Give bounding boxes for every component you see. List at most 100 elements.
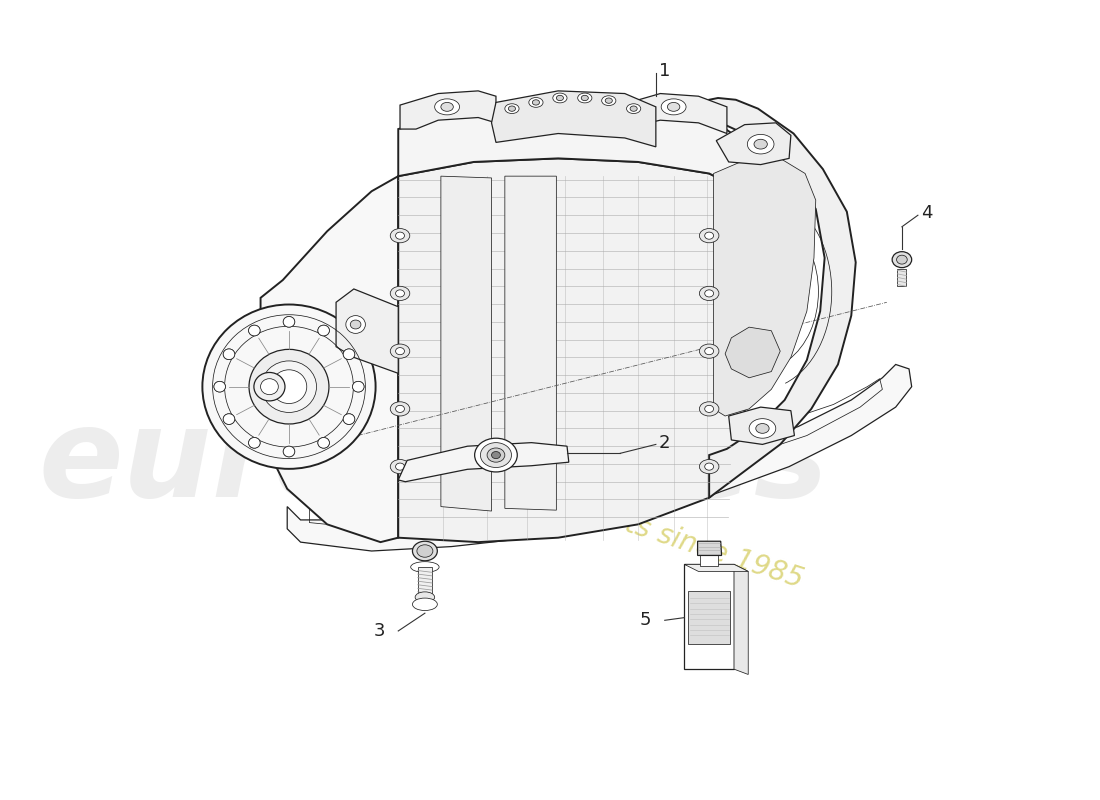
Ellipse shape <box>705 406 714 413</box>
Ellipse shape <box>756 423 769 434</box>
Polygon shape <box>398 442 569 482</box>
Ellipse shape <box>262 361 317 413</box>
Ellipse shape <box>318 438 329 448</box>
Ellipse shape <box>627 104 641 114</box>
Ellipse shape <box>318 325 329 336</box>
Ellipse shape <box>223 349 234 359</box>
Ellipse shape <box>578 93 592 103</box>
Ellipse shape <box>318 438 329 448</box>
Polygon shape <box>505 176 557 510</box>
Polygon shape <box>620 94 727 134</box>
Polygon shape <box>714 158 816 416</box>
Ellipse shape <box>700 402 719 416</box>
Ellipse shape <box>390 344 410 358</box>
Polygon shape <box>684 564 734 669</box>
Ellipse shape <box>705 290 714 297</box>
Text: 4: 4 <box>921 205 932 222</box>
Ellipse shape <box>283 317 295 327</box>
Polygon shape <box>684 564 748 571</box>
Text: 5: 5 <box>640 611 651 630</box>
Ellipse shape <box>396 406 405 413</box>
Ellipse shape <box>581 95 589 101</box>
Ellipse shape <box>283 446 295 457</box>
Ellipse shape <box>700 286 719 301</box>
Ellipse shape <box>343 414 355 425</box>
Ellipse shape <box>318 325 329 336</box>
Ellipse shape <box>390 229 410 242</box>
Ellipse shape <box>630 106 637 111</box>
Ellipse shape <box>396 232 405 239</box>
Ellipse shape <box>553 93 566 103</box>
Ellipse shape <box>529 98 543 107</box>
Ellipse shape <box>705 232 714 239</box>
Ellipse shape <box>557 95 563 101</box>
Polygon shape <box>734 564 748 674</box>
Ellipse shape <box>605 98 613 103</box>
Ellipse shape <box>417 545 433 558</box>
Ellipse shape <box>390 402 410 416</box>
Ellipse shape <box>532 100 539 105</box>
Ellipse shape <box>410 562 439 572</box>
Polygon shape <box>716 123 791 165</box>
Ellipse shape <box>213 382 226 392</box>
Ellipse shape <box>492 451 500 458</box>
Ellipse shape <box>350 320 361 329</box>
Polygon shape <box>418 567 432 595</box>
Polygon shape <box>492 91 656 147</box>
Ellipse shape <box>345 316 365 334</box>
Ellipse shape <box>412 598 438 610</box>
Ellipse shape <box>415 592 434 602</box>
Ellipse shape <box>254 373 285 401</box>
Ellipse shape <box>508 106 516 111</box>
Ellipse shape <box>700 344 719 358</box>
Polygon shape <box>441 176 492 511</box>
Polygon shape <box>697 542 722 555</box>
Ellipse shape <box>213 382 226 392</box>
Text: 2: 2 <box>659 434 670 452</box>
Polygon shape <box>287 365 912 551</box>
Polygon shape <box>728 407 794 445</box>
Ellipse shape <box>249 325 260 336</box>
Ellipse shape <box>352 382 364 392</box>
Ellipse shape <box>602 96 616 106</box>
Polygon shape <box>701 554 718 566</box>
Ellipse shape <box>223 414 234 425</box>
Polygon shape <box>398 102 745 191</box>
Ellipse shape <box>661 99 686 115</box>
Ellipse shape <box>396 290 405 297</box>
Ellipse shape <box>343 349 355 359</box>
Ellipse shape <box>892 252 912 268</box>
Ellipse shape <box>747 134 774 154</box>
Text: 3: 3 <box>373 622 385 640</box>
Ellipse shape <box>396 463 405 470</box>
Polygon shape <box>688 591 730 644</box>
Ellipse shape <box>434 99 460 115</box>
Polygon shape <box>398 158 745 542</box>
Ellipse shape <box>705 463 714 470</box>
Polygon shape <box>898 269 906 286</box>
Text: eurospares: eurospares <box>39 402 829 522</box>
Ellipse shape <box>487 448 505 462</box>
Polygon shape <box>400 91 496 129</box>
Text: 1: 1 <box>659 62 670 80</box>
Ellipse shape <box>396 347 405 354</box>
Ellipse shape <box>896 255 907 264</box>
Ellipse shape <box>249 350 329 424</box>
Ellipse shape <box>272 370 307 403</box>
Ellipse shape <box>474 438 517 472</box>
Ellipse shape <box>283 446 295 457</box>
Ellipse shape <box>390 286 410 301</box>
Ellipse shape <box>343 414 355 425</box>
Polygon shape <box>725 327 780 378</box>
Ellipse shape <box>261 378 278 394</box>
Ellipse shape <box>700 229 719 242</box>
Ellipse shape <box>202 305 375 469</box>
Ellipse shape <box>481 442 512 467</box>
Ellipse shape <box>249 325 260 336</box>
Ellipse shape <box>749 418 775 438</box>
Ellipse shape <box>249 438 260 448</box>
Polygon shape <box>337 289 398 374</box>
Ellipse shape <box>390 459 410 474</box>
Ellipse shape <box>223 414 234 425</box>
Ellipse shape <box>700 459 719 474</box>
